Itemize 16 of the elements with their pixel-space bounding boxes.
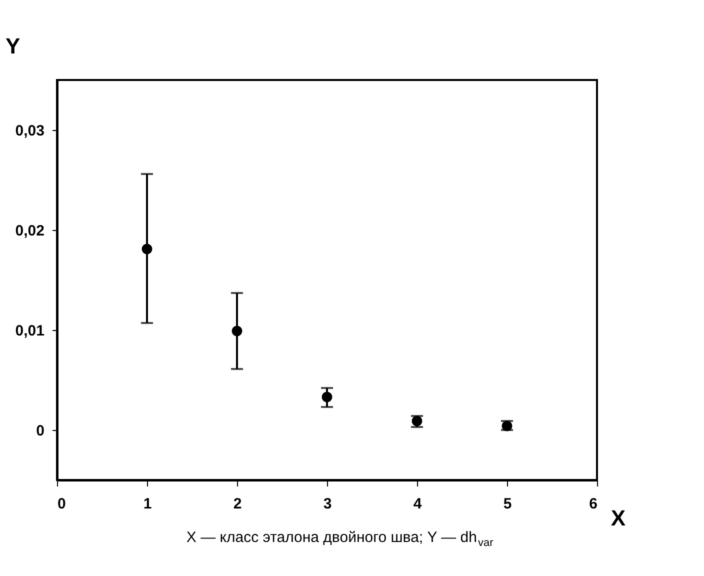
y-tick-label: 0,03 bbox=[15, 122, 44, 140]
y-axis-title: Y bbox=[6, 34, 20, 58]
x-tick-label: 2 bbox=[233, 496, 242, 512]
point bbox=[322, 392, 332, 402]
x-axis-title: X bbox=[610, 506, 626, 530]
x-tick-label: 4 bbox=[413, 496, 422, 512]
y-tick-label: 0,02 bbox=[15, 222, 44, 240]
x-tick-label: 6 bbox=[589, 496, 598, 512]
y-tick-label: 0,01 bbox=[15, 322, 44, 340]
point bbox=[142, 244, 152, 254]
point bbox=[232, 326, 242, 336]
x-tick-label: 1 bbox=[143, 496, 152, 512]
y-tick-label: 0 bbox=[36, 422, 44, 440]
x-tick-label: 5 bbox=[503, 496, 512, 512]
x-tick-label: 3 bbox=[323, 496, 332, 512]
x-tick-label: 0 bbox=[58, 496, 66, 512]
